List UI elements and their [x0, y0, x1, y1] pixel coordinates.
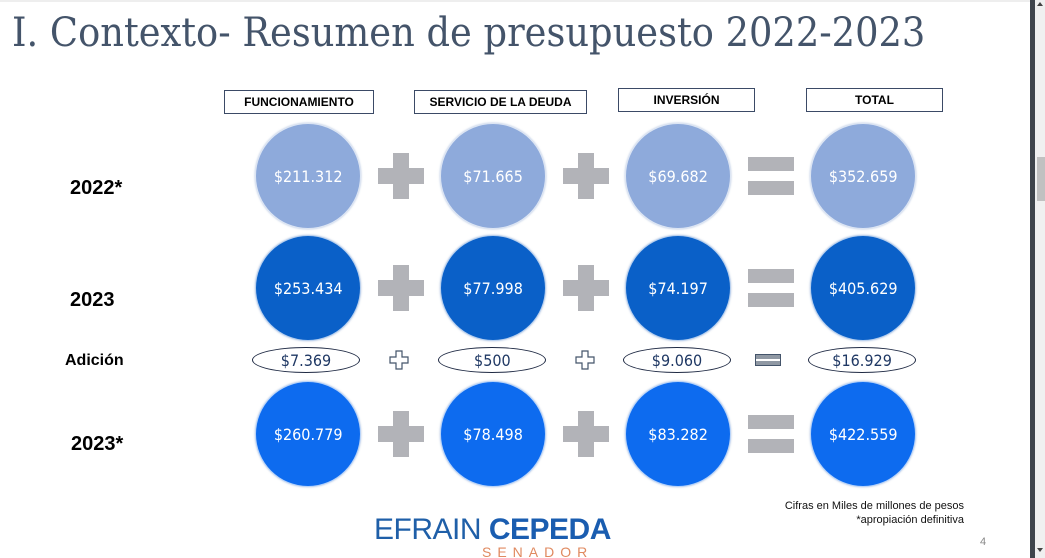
- value-circle-2022-inversion: $69.682: [625, 123, 731, 229]
- plus-icon: [563, 265, 609, 311]
- value-circle-2023-final-funcionamiento: $260.779: [255, 381, 361, 487]
- row-label-2023-final: 2023*: [71, 433, 124, 455]
- window-divider: [1030, 0, 1035, 558]
- plus-icon: [378, 411, 424, 457]
- value-circle-2023-final-inversion: $83.282: [625, 381, 731, 487]
- slide-title: I. Contexto- Resumen de presupuesto 2022…: [12, 10, 926, 56]
- equals-icon: [755, 354, 781, 366]
- column-header-funcionamiento: FUNCIONAMIENTO: [224, 90, 374, 114]
- equals-icon: [748, 415, 794, 453]
- row-label-2023: 2023: [70, 289, 115, 311]
- logo-first-name: EFRAIN: [374, 513, 482, 546]
- scrollbar-thumb[interactable]: [1037, 157, 1045, 201]
- row-label-2022: 2022*: [70, 177, 123, 199]
- plus-icon: [563, 153, 609, 199]
- equals-icon: [748, 157, 794, 195]
- plus-icon: [575, 350, 595, 370]
- page-number: 4: [980, 536, 987, 548]
- column-header-total: TOTAL: [806, 88, 943, 112]
- value-circle-2023-inversion: $74.197: [625, 235, 731, 341]
- footnote-note: *apropiación definitiva: [856, 514, 964, 526]
- value-circle-2022-servicio-deuda: $71.665: [440, 123, 546, 229]
- addition-value-total: $16.929: [808, 347, 916, 373]
- addition-value-servicio-deuda: $500: [438, 347, 546, 373]
- footnote-units: Cifras en Miles de millones de pesos: [784, 500, 964, 512]
- logo-subtitle: SENADOR: [482, 544, 594, 558]
- equals-icon: [748, 269, 794, 307]
- addition-value-funcionamiento: $7.369: [252, 347, 360, 373]
- plus-icon: [378, 153, 424, 199]
- plus-icon: [563, 411, 609, 457]
- column-header-servicio-deuda: SERVICIO DE LA DEUDA: [414, 90, 587, 114]
- scroll-down-arrow-icon[interactable]: [1037, 548, 1043, 552]
- addition-value-inversion: $9.060: [623, 347, 731, 373]
- value-circle-2023-final-total: $422.559: [810, 381, 916, 487]
- plus-icon: [389, 350, 409, 370]
- vertical-scrollbar[interactable]: [1035, 0, 1045, 558]
- column-header-inversion: INVERSIÓN: [618, 88, 755, 112]
- scroll-up-arrow-icon[interactable]: [1037, 2, 1043, 6]
- logo: EFRAIN CEPEDA SENADOR: [374, 513, 611, 558]
- value-circle-2022-funcionamiento: $211.312: [255, 123, 361, 229]
- value-circle-2022-total: $352.659: [810, 123, 916, 229]
- value-circle-2023-final-servicio-deuda: $78.498: [440, 381, 546, 487]
- value-circle-2023-total: $405.629: [810, 235, 916, 341]
- logo-last-name: CEPEDA: [488, 513, 612, 546]
- value-circle-2023-servicio-deuda: $77.998: [440, 235, 546, 341]
- plus-icon: [378, 265, 424, 311]
- value-circle-2023-funcionamiento: $253.434: [255, 235, 361, 341]
- row-label-adicion: Adición: [65, 352, 124, 369]
